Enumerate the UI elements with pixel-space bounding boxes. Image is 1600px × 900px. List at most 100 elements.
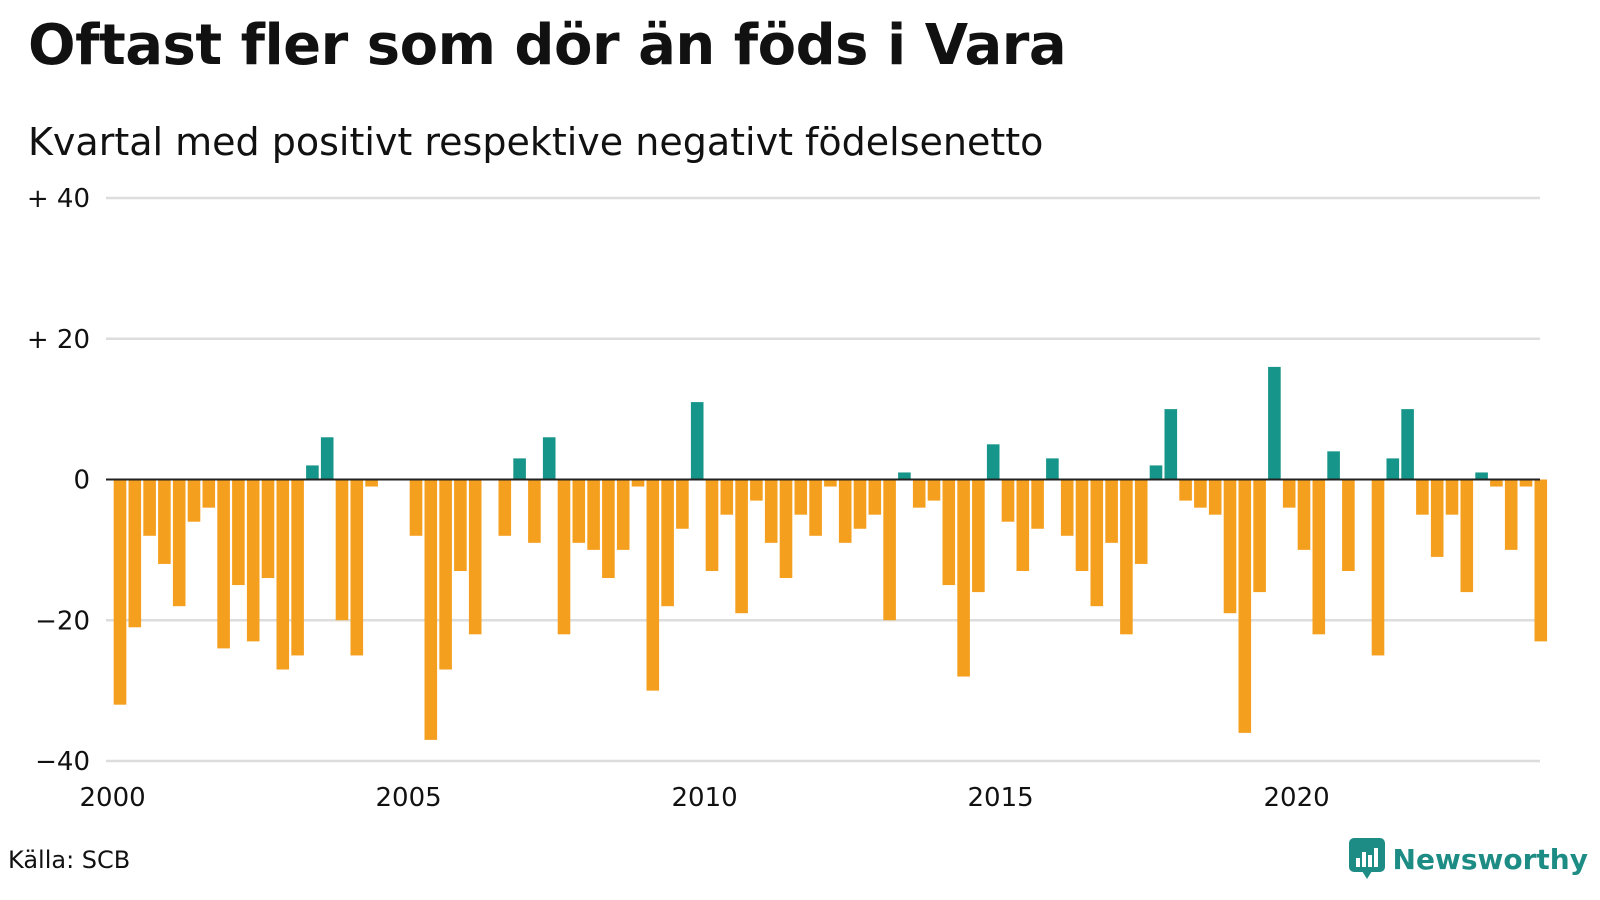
bar xyxy=(661,479,674,607)
bar xyxy=(587,479,600,550)
bar xyxy=(1460,479,1474,593)
bar xyxy=(1297,479,1311,550)
bar xyxy=(1179,479,1192,501)
x-tick-label: 2010 xyxy=(672,783,738,813)
bar xyxy=(1401,409,1414,480)
bar xyxy=(1430,479,1444,557)
bar xyxy=(528,479,541,543)
y-axis-labels: + 40 + 20 0 −20 −40 xyxy=(27,184,90,777)
bar xyxy=(868,479,882,515)
bar xyxy=(1534,479,1548,642)
bar xyxy=(1475,472,1488,480)
bar xyxy=(1194,479,1207,508)
bar xyxy=(143,479,156,536)
bar xyxy=(1134,479,1148,564)
x-tick-label: 2015 xyxy=(968,783,1034,813)
y-tick-label: −40 xyxy=(35,747,90,777)
bar xyxy=(572,479,586,543)
bar xyxy=(1490,479,1503,487)
bar xyxy=(676,479,689,529)
bar xyxy=(513,458,526,480)
bar xyxy=(454,479,467,571)
bar xyxy=(720,479,734,515)
bar xyxy=(1504,479,1518,550)
bar xyxy=(1208,479,1222,515)
bar xyxy=(1282,479,1296,508)
bar xyxy=(1327,451,1340,480)
bar xyxy=(1342,479,1355,571)
bar xyxy=(631,479,645,487)
bar xyxy=(1001,479,1015,522)
bar xyxy=(350,479,364,656)
bar xyxy=(883,479,896,621)
bar xyxy=(779,479,793,579)
bar xyxy=(335,479,349,621)
bar xyxy=(1445,479,1459,515)
bar xyxy=(1223,479,1237,614)
bar xyxy=(1016,479,1030,571)
bar xyxy=(912,479,926,508)
bar xyxy=(1253,479,1266,593)
bar xyxy=(1238,479,1252,733)
bar xyxy=(764,479,778,543)
bar xyxy=(261,479,275,579)
bar xyxy=(616,479,630,550)
bars xyxy=(113,366,1548,740)
bar xyxy=(735,479,748,614)
bar xyxy=(202,479,216,508)
bar xyxy=(365,479,378,487)
bar xyxy=(468,479,482,635)
chart-title: Oftast fler som dör än föds i Vara xyxy=(28,13,1067,78)
bar xyxy=(986,444,1000,480)
bar xyxy=(942,479,956,586)
bar xyxy=(1149,465,1163,480)
bar xyxy=(602,479,615,579)
brand-logo[interactable]: Newsworthy xyxy=(1348,838,1588,880)
x-tick-label: 2005 xyxy=(376,783,442,813)
bar xyxy=(1371,479,1385,656)
bar xyxy=(1519,479,1533,487)
x-tick-label: 2020 xyxy=(1264,783,1330,813)
x-axis-labels: 2000 2005 2010 2015 2020 xyxy=(80,783,1330,813)
bar xyxy=(838,479,852,543)
bar xyxy=(853,479,867,529)
bar xyxy=(1164,409,1178,480)
y-tick-label: 0 xyxy=(73,466,90,496)
bar xyxy=(1060,479,1074,536)
bar xyxy=(1105,479,1118,543)
bar xyxy=(113,479,127,705)
bar xyxy=(158,479,171,564)
bar xyxy=(972,479,985,593)
bar xyxy=(690,402,704,480)
bar xyxy=(1416,479,1429,515)
bar xyxy=(1090,479,1104,607)
bar xyxy=(187,479,201,522)
brand-name: Newsworthy xyxy=(1392,842,1588,876)
bar xyxy=(172,479,186,607)
bar xyxy=(557,479,571,635)
bar xyxy=(1120,479,1133,635)
bar xyxy=(1312,479,1326,635)
bar xyxy=(424,479,438,740)
bar xyxy=(320,437,334,480)
y-tick-label: + 40 xyxy=(27,184,90,214)
gridlines xyxy=(106,196,1540,763)
y-tick-label: + 20 xyxy=(27,325,90,355)
bar xyxy=(276,479,290,670)
bar xyxy=(646,479,660,691)
bar xyxy=(409,479,423,536)
bar xyxy=(794,479,808,515)
bar xyxy=(809,479,822,536)
bar xyxy=(705,479,719,571)
bar xyxy=(1075,479,1089,571)
bar xyxy=(898,472,911,480)
bar xyxy=(498,479,512,536)
bar xyxy=(1046,458,1059,480)
y-tick-label: −20 xyxy=(35,606,90,636)
bar-chart-speech-bubble-icon xyxy=(1348,838,1385,879)
bar xyxy=(128,479,142,628)
bar xyxy=(1268,366,1281,480)
bar xyxy=(824,479,837,487)
bar xyxy=(957,479,970,677)
